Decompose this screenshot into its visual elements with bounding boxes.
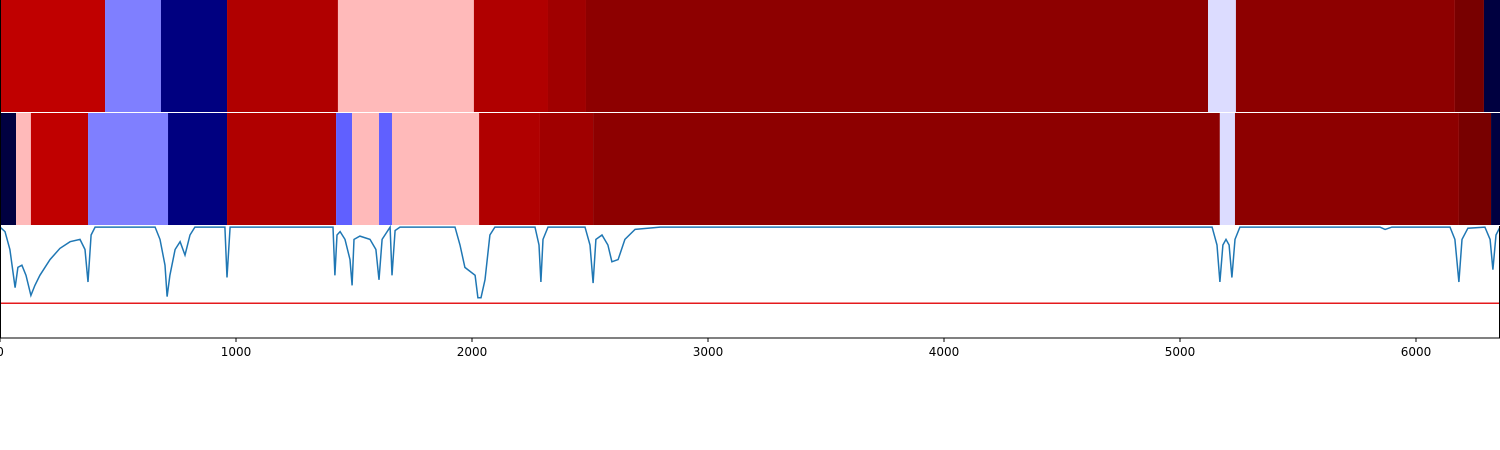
x-tick-label: 2000 — [457, 345, 488, 359]
segment — [539, 113, 594, 225]
segment — [16, 113, 31, 225]
segment — [30, 113, 89, 225]
x-tick-label: 5000 — [1165, 345, 1196, 359]
segment — [547, 0, 586, 112]
segment — [337, 0, 474, 112]
segment — [379, 113, 392, 225]
segment — [168, 113, 228, 225]
segment — [352, 113, 380, 225]
segment — [336, 113, 353, 225]
segment — [105, 0, 161, 112]
segment — [160, 0, 228, 112]
segment — [0, 0, 106, 112]
segment — [473, 0, 548, 112]
x-tick-label: 4000 — [929, 345, 960, 359]
segment — [1235, 0, 1455, 112]
x-tick-label: 0 — [0, 345, 4, 359]
segment — [1454, 0, 1484, 112]
segment — [1491, 113, 1500, 225]
segment — [1208, 0, 1236, 112]
segment — [227, 0, 338, 112]
segment — [1458, 113, 1492, 225]
segment — [227, 113, 337, 225]
segment — [479, 113, 540, 225]
series-line — [0, 224, 1500, 299]
x-tick-label: 1000 — [221, 345, 252, 359]
segment — [88, 113, 169, 225]
segment — [1219, 113, 1235, 225]
segment — [1483, 0, 1500, 112]
segment — [391, 113, 480, 225]
x-tick-label: 6000 — [1401, 345, 1432, 359]
segment — [585, 0, 1209, 112]
segment — [1234, 113, 1459, 225]
segment — [593, 113, 1220, 225]
x-tick-label: 3000 — [693, 345, 724, 359]
segment — [0, 113, 17, 225]
